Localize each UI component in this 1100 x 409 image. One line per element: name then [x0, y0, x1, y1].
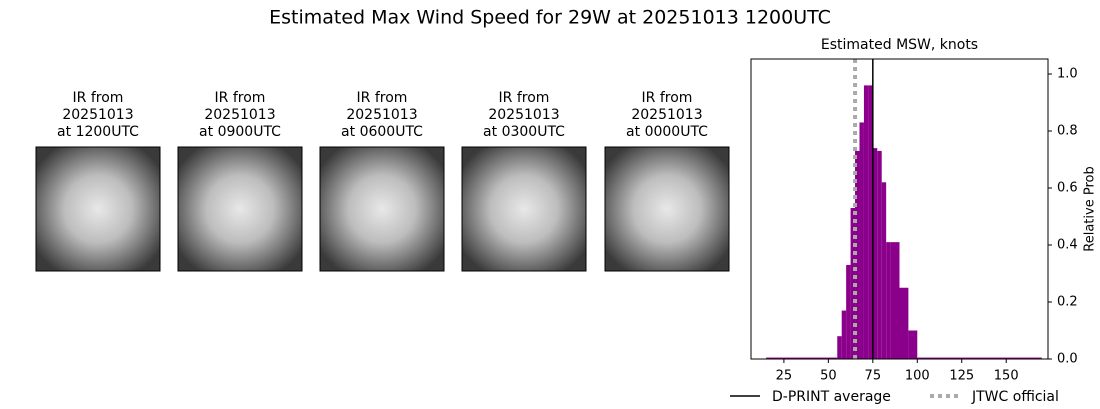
y-axis-label: Relative Prob [1083, 166, 1098, 251]
panel-label: 20251013 [346, 107, 417, 123]
x-tick-label: 75 [865, 369, 882, 384]
bar [846, 264, 851, 359]
y-tick-label: 0.4 [1057, 237, 1078, 252]
x-tick-label: 50 [820, 369, 837, 384]
ir-image [604, 146, 730, 272]
bar [766, 357, 838, 359]
panel-label: 20251013 [631, 107, 702, 123]
panel-label: IR from [499, 90, 550, 106]
ir-image [319, 146, 445, 272]
x-tick-label: 125 [949, 369, 974, 384]
y-tick-label: 0.0 [1057, 352, 1078, 367]
panel-label: at 0900UTC [199, 124, 281, 140]
legend-label: D-PRINT average [772, 389, 891, 405]
panel-label: at 0000UTC [626, 124, 708, 140]
ir-image [35, 146, 161, 272]
panel-label: IR from [215, 90, 266, 106]
bar [868, 85, 873, 360]
bar [886, 242, 891, 359]
panel-label: 20251013 [62, 107, 133, 123]
y-tick-label: 0.6 [1057, 180, 1078, 195]
panel-label: IR from [357, 90, 408, 106]
bar [841, 310, 847, 359]
panel-label: 20251013 [488, 107, 559, 123]
x-tick-label: 25 [776, 369, 793, 384]
panel-label: at 0300UTC [483, 124, 565, 140]
x-tick-label: 100 [905, 369, 930, 384]
bar [850, 207, 856, 359]
bar [908, 330, 918, 359]
bar [877, 150, 882, 359]
y-tick-label: 0.8 [1057, 123, 1078, 138]
bar [899, 287, 909, 359]
bar [890, 242, 900, 359]
bar [863, 85, 869, 360]
bar [859, 122, 864, 359]
chart-title: Estimated MSW, knots [821, 37, 978, 53]
bar [855, 150, 860, 359]
panel-label: at 1200UTC [57, 124, 139, 140]
bar [881, 182, 887, 359]
legend-label: JTWC official [971, 389, 1059, 405]
panel-label: 20251013 [204, 107, 275, 123]
y-tick-label: 0.2 [1057, 294, 1078, 309]
y-tick-label: 1.0 [1057, 66, 1078, 81]
bar [917, 357, 1042, 359]
figure-title: Estimated Max Wind Speed for 29W at 2025… [269, 7, 831, 29]
panel-label: IR from [73, 90, 124, 106]
bar [872, 148, 878, 359]
panel-label: IR from [642, 90, 693, 106]
ir-image [177, 146, 303, 272]
plot-frame [750, 58, 1049, 360]
bar [837, 336, 842, 359]
panel-label: at 0600UTC [341, 124, 423, 140]
ir-image [461, 146, 587, 272]
x-tick-label: 150 [994, 369, 1019, 384]
